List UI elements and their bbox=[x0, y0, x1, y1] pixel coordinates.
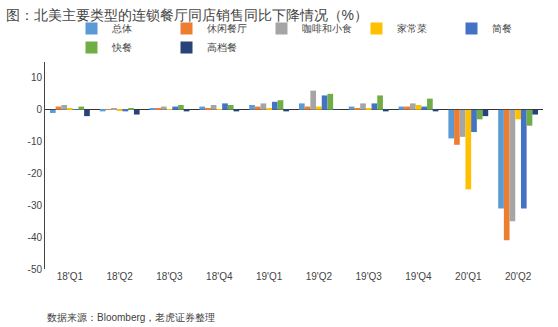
svg-text:18'Q4: 18'Q4 bbox=[206, 271, 233, 282]
svg-text:家常菜: 家常菜 bbox=[397, 23, 427, 34]
svg-text:18'Q1: 18'Q1 bbox=[57, 271, 84, 282]
svg-text:图：北美主要类型的连锁餐厅同店销售同比下降情况（%）: 图：北美主要类型的连锁餐厅同店销售同比下降情况（%） bbox=[6, 7, 368, 23]
svg-text:19'Q4: 19'Q4 bbox=[405, 271, 432, 282]
svg-text:20'Q2: 20'Q2 bbox=[505, 271, 532, 282]
svg-text:20'Q1: 20'Q1 bbox=[455, 271, 482, 282]
svg-text:18'Q3: 18'Q3 bbox=[156, 271, 183, 282]
svg-text:休闲餐厅: 休闲餐厅 bbox=[207, 23, 247, 34]
svg-text:19'Q3: 19'Q3 bbox=[356, 271, 383, 282]
svg-text:0: 0 bbox=[36, 104, 42, 115]
svg-text:19'Q1: 19'Q1 bbox=[256, 271, 283, 282]
svg-text:-50: -50 bbox=[28, 264, 43, 275]
svg-text:高档餐: 高档餐 bbox=[207, 42, 237, 53]
svg-text:咖啡和小食: 咖啡和小食 bbox=[302, 23, 352, 34]
svg-text:-10: -10 bbox=[28, 136, 43, 147]
svg-text:简餐: 简餐 bbox=[492, 23, 512, 34]
svg-text:数据来源：Bloomberg，老虎证券整理: 数据来源：Bloomberg，老虎证券整理 bbox=[47, 312, 215, 323]
svg-text:18'Q2: 18'Q2 bbox=[107, 271, 134, 282]
svg-text:19'Q2: 19'Q2 bbox=[306, 271, 333, 282]
svg-text:快餐: 快餐 bbox=[111, 42, 132, 53]
svg-text:10: 10 bbox=[31, 72, 43, 83]
svg-text:-20: -20 bbox=[28, 168, 43, 179]
svg-text:-40: -40 bbox=[28, 232, 43, 243]
svg-text:总体: 总体 bbox=[111, 23, 132, 34]
svg-text:-30: -30 bbox=[28, 200, 43, 211]
